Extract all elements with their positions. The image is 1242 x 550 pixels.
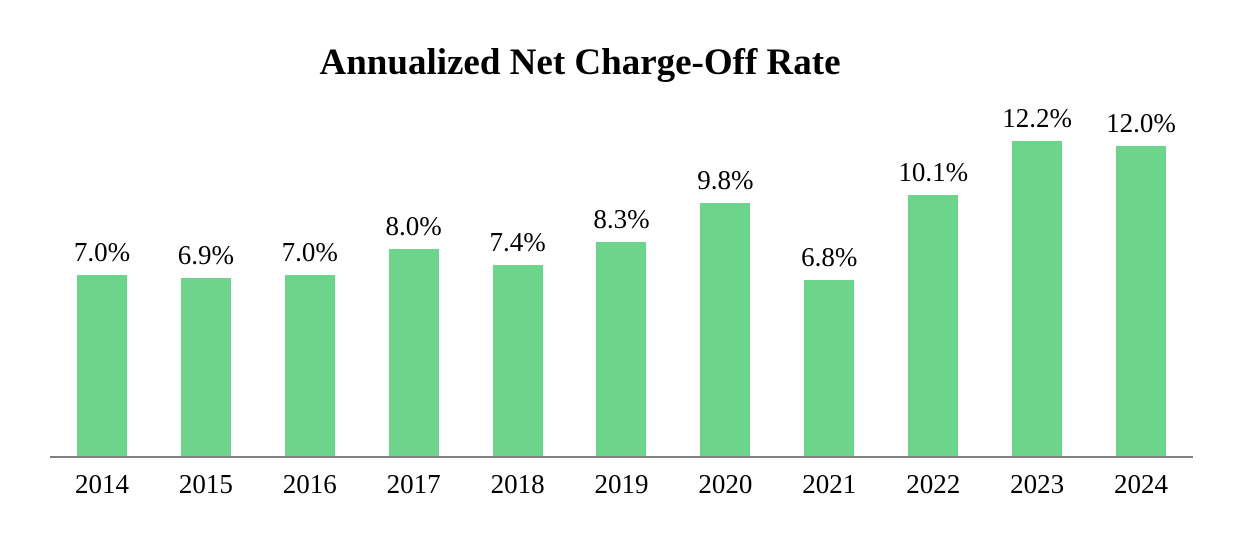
bar	[180, 278, 231, 456]
bar-column: 9.8%	[673, 90, 777, 456]
bar-data-label: 9.8%	[697, 165, 754, 195]
bar-column: 6.8%	[777, 90, 881, 456]
bar	[804, 280, 855, 456]
bar-column: 7.4%	[466, 90, 570, 456]
bar	[1012, 141, 1063, 456]
bar-data-label: 7.0%	[73, 237, 131, 267]
chart-title: Annualized Net Charge-Off Rate	[319, 42, 841, 83]
bar-column: 7.0%	[258, 90, 362, 456]
bar-data-label: 12.0%	[1106, 108, 1176, 138]
bar	[492, 265, 543, 456]
x-axis-tick-label: 2016	[282, 469, 337, 499]
plot-area: 7.0% 6.9% 7.0% 8.0% 7.4% 8.3% 9.8% 6.8% 10.1% 12.…	[50, 90, 1193, 458]
x-axis-tick-label: 2023	[1010, 469, 1065, 499]
bar	[76, 275, 127, 456]
x-axis-tick-label: 2014	[74, 469, 129, 499]
bar-data-label: 8.0%	[385, 211, 442, 241]
bar	[388, 249, 439, 456]
x-axis-tick-label: 2020	[698, 469, 753, 499]
bar	[700, 203, 751, 456]
bar-column: 6.9%	[154, 90, 258, 456]
bar	[596, 242, 647, 456]
bar-data-label: 7.4%	[489, 227, 546, 257]
x-axis-tick-label: 2024	[1114, 469, 1169, 499]
x-axis-tick-label: 2019	[594, 469, 649, 499]
x-axis: 2014 2015 2016 2017 2018 2019 2020 2021 2022 2023…	[50, 468, 1193, 500]
bar-data-label: 12.2%	[1002, 103, 1072, 133]
x-axis-tick-label: 2021	[802, 469, 857, 499]
bar-data-label: 7.0%	[281, 237, 338, 267]
bar-data-label: 8.3%	[593, 204, 650, 234]
bar	[284, 275, 335, 456]
x-axis-tick-label: 2015	[178, 469, 233, 499]
x-axis-tick-label: 2017	[386, 469, 441, 499]
bar-column: 8.0%	[362, 90, 466, 456]
bar-column: 8.3%	[570, 90, 674, 456]
bar-column: 7.0%	[50, 90, 154, 456]
bar	[908, 195, 959, 456]
bar	[1116, 146, 1167, 456]
bar-data-label: 6.8%	[801, 242, 858, 272]
x-axis-tick-label: 2022	[906, 469, 961, 499]
bar-column: 10.1%	[881, 90, 985, 456]
bar-column: 12.2%	[985, 90, 1089, 456]
bar-column: 12.0%	[1089, 90, 1193, 456]
bar-data-label: 10.1%	[898, 157, 969, 187]
bar-data-label: 6.9%	[177, 240, 234, 270]
x-axis-tick-label: 2018	[490, 469, 545, 499]
